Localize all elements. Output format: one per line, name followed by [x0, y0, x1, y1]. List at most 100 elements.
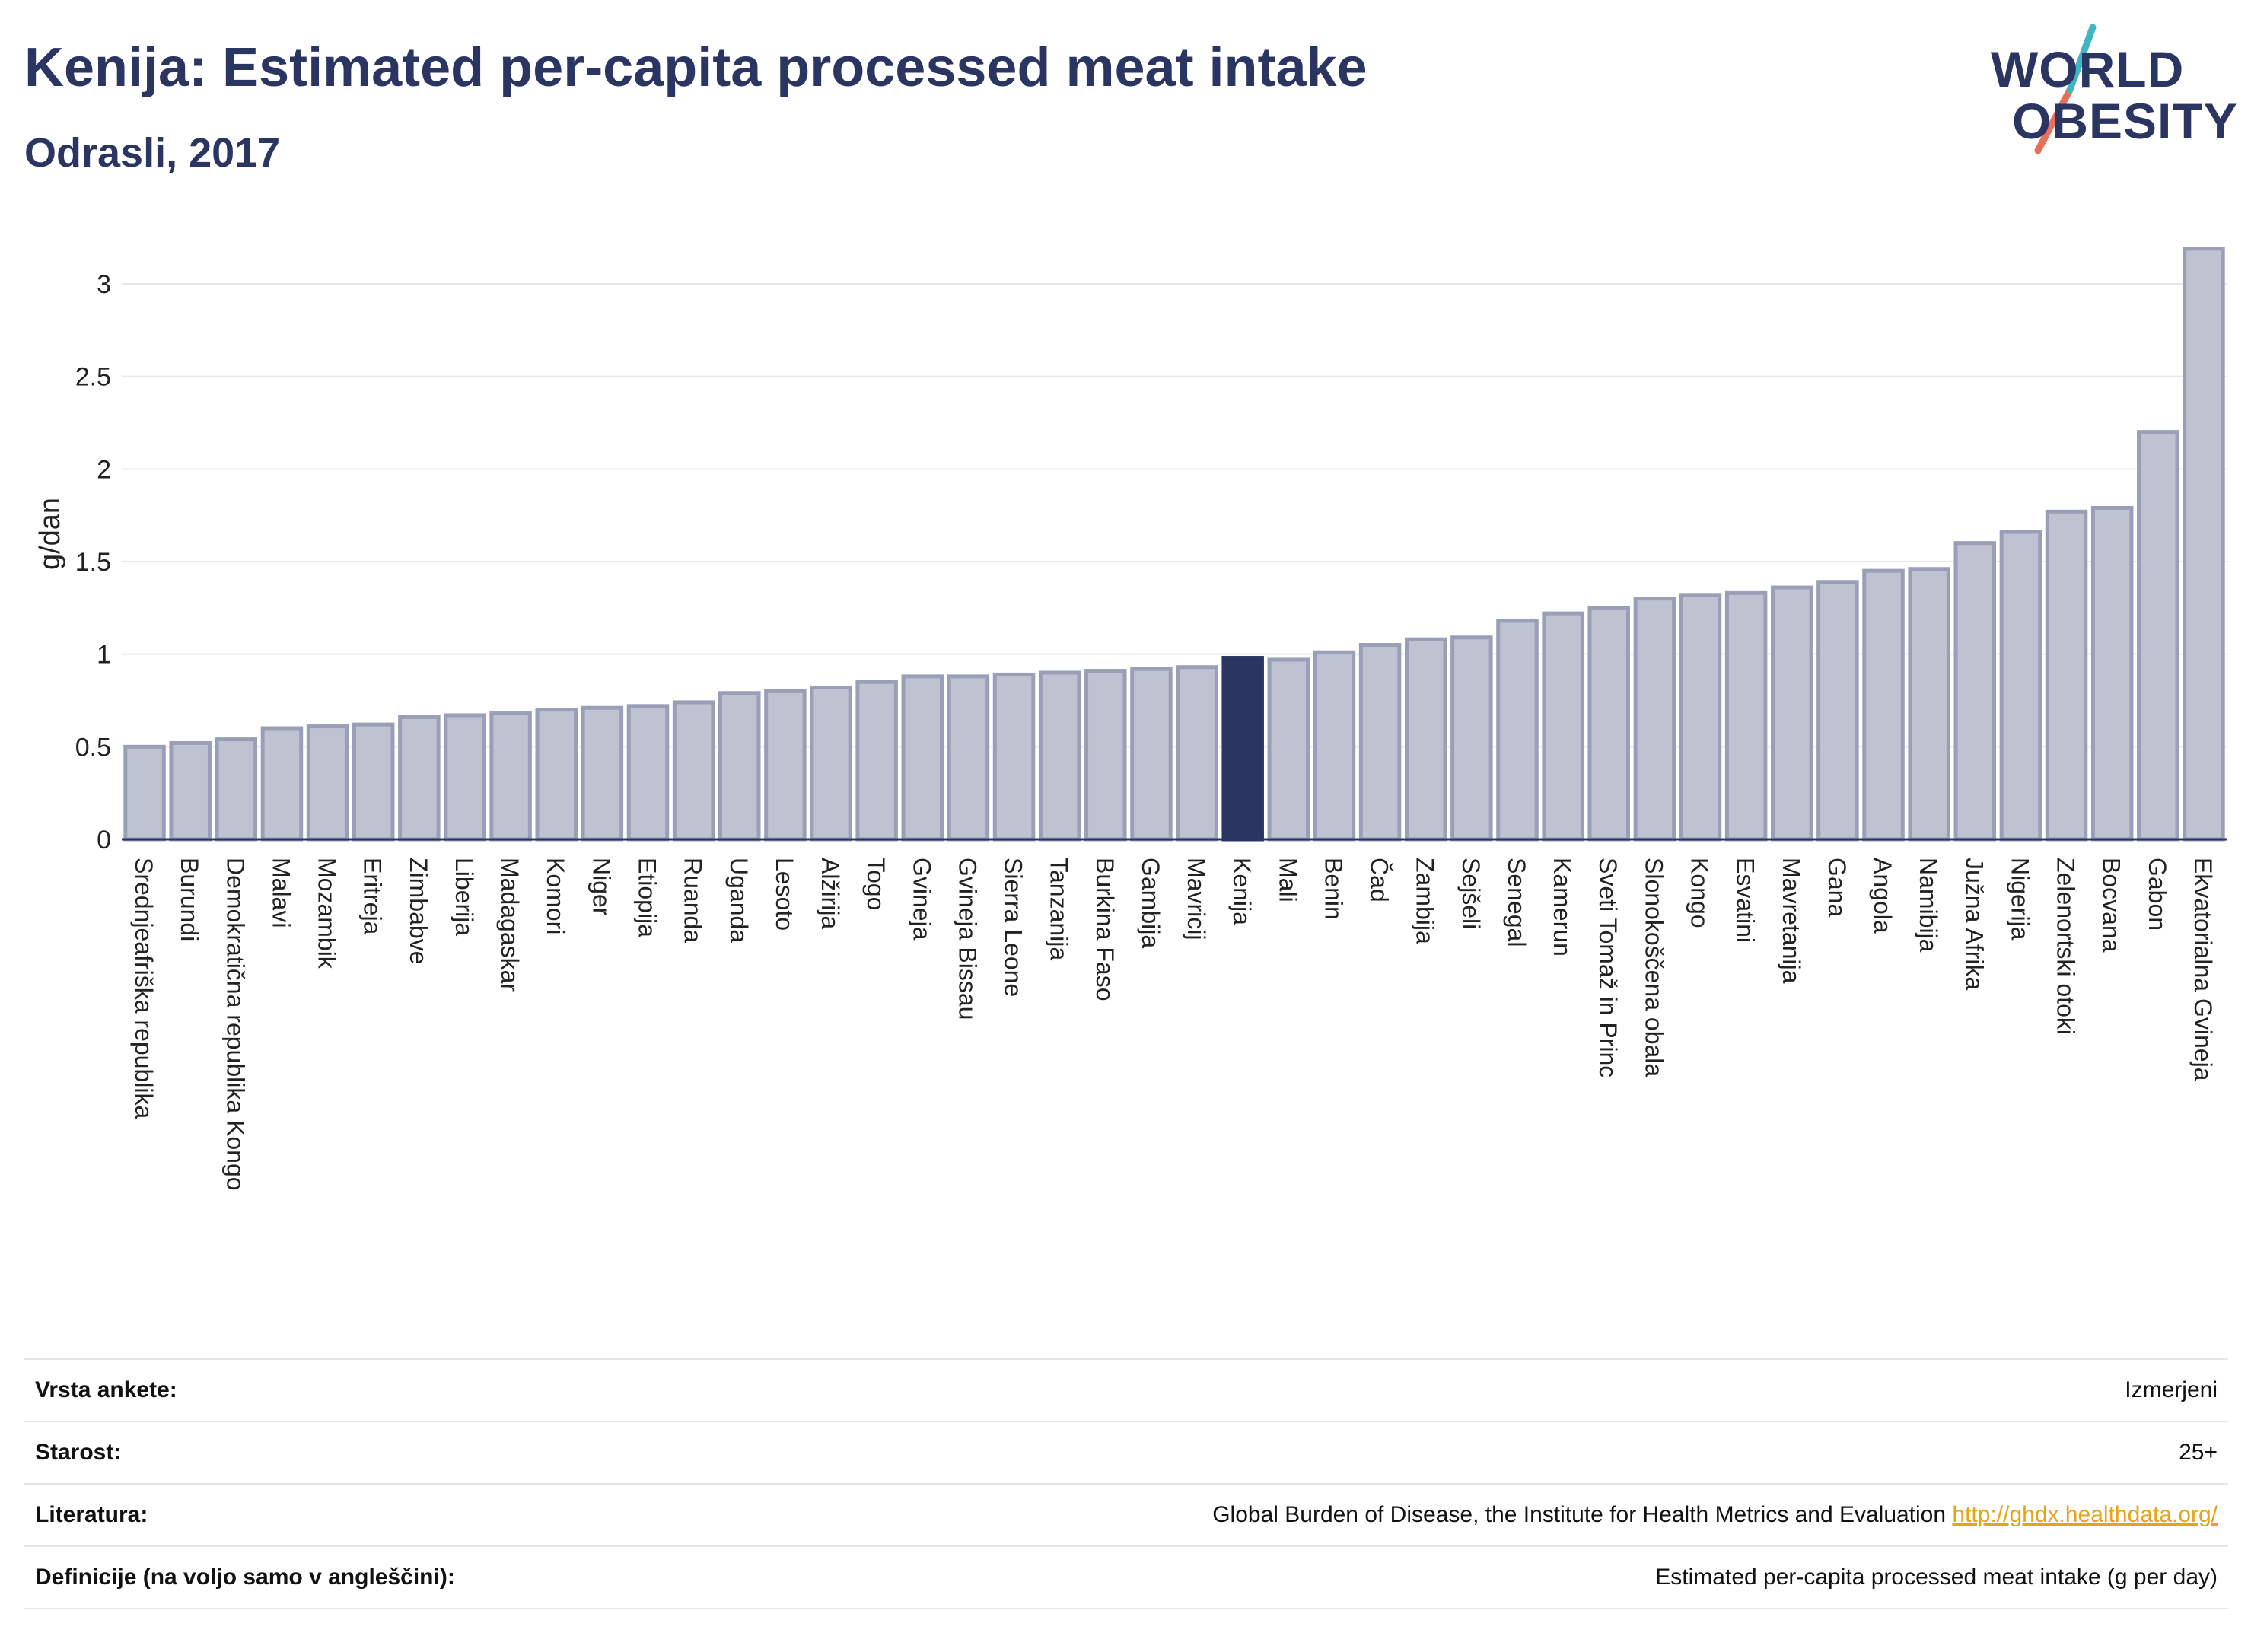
- x-category-label: Eritreja: [359, 858, 387, 935]
- bar: [1633, 597, 1676, 842]
- bar: [169, 740, 212, 842]
- metadata-table: Vrsta ankete: Izmerjeni Starost: 25+ Lit…: [24, 1358, 2228, 1609]
- x-category-label: Benin: [1320, 858, 1347, 920]
- bar: [352, 722, 395, 842]
- bar: [1999, 530, 2042, 842]
- x-category-label: Ruanda: [680, 858, 707, 943]
- x-category-label: Mozambik: [314, 858, 341, 969]
- x-category-label: Zambija: [1412, 858, 1439, 944]
- x-category-label: Bocvana: [2098, 858, 2125, 953]
- x-category-label: Madagaskar: [496, 858, 524, 992]
- bar: [855, 680, 898, 842]
- x-category-label: Sveti Tomaž in Princ: [1594, 858, 1622, 1077]
- bar: [2183, 247, 2225, 842]
- x-category-label: Burundi: [176, 858, 203, 941]
- x-category-label: Mavretanija: [1778, 858, 1805, 984]
- bar: [1496, 619, 1539, 842]
- x-category-label: Burkina Faso: [1091, 858, 1119, 1001]
- x-category-label: Liberija: [451, 858, 478, 936]
- bar: [1862, 568, 1905, 842]
- page-title: Kenija: Estimated per-capita processed m…: [24, 37, 1367, 98]
- bar: [1404, 637, 1447, 842]
- y-tick-label: 2: [97, 455, 111, 484]
- y-axis-title: g/dan: [34, 498, 66, 570]
- x-category-label: Gambija: [1137, 858, 1164, 948]
- bar: [1587, 606, 1630, 842]
- bar: [444, 713, 486, 842]
- x-category-label: Čad: [1366, 858, 1393, 902]
- meta-key: Starost:: [24, 1421, 687, 1485]
- x-category-label: Kamerun: [1549, 858, 1576, 957]
- bar: [1816, 580, 1859, 842]
- bar: [1450, 635, 1493, 842]
- x-category-label: Angola: [1869, 858, 1896, 934]
- x-category-label: Uganda: [725, 858, 753, 943]
- x-category-label: Niger: [587, 858, 615, 916]
- bar: [1084, 669, 1127, 842]
- bar: [901, 674, 944, 842]
- bar: [1130, 667, 1173, 842]
- bar: [581, 705, 624, 842]
- bar: [626, 704, 670, 842]
- bar: [535, 708, 578, 842]
- page-subtitle: Odrasli, 2017: [24, 130, 281, 176]
- bar: [2045, 509, 2088, 842]
- meta-key: Vrsta ankete:: [24, 1358, 687, 1422]
- y-tick-label: 1: [97, 641, 111, 670]
- x-category-label: Etiopija: [634, 858, 661, 937]
- x-category-label: Gabon: [2144, 858, 2171, 931]
- x-category-label: Esvatini: [1732, 858, 1759, 943]
- bar: [764, 689, 807, 842]
- x-category-label: Togo: [862, 858, 890, 910]
- bar: [1679, 593, 1722, 842]
- x-category-label: Južna Afrika: [1960, 858, 1988, 991]
- bar: [672, 700, 715, 842]
- bar: [1038, 670, 1081, 842]
- bar: [260, 726, 304, 842]
- bar: [1267, 657, 1310, 842]
- source-text: Global Burden of Disease, the Institute …: [1212, 1502, 1947, 1527]
- x-category-label: Kongo: [1686, 858, 1714, 928]
- x-category-label: Gvineja: [908, 858, 935, 941]
- x-category-label: Alžirija: [817, 858, 844, 929]
- x-category-label: Sejšeli: [1457, 858, 1485, 929]
- bar: [1313, 650, 1356, 842]
- x-category-label: Srednjeafriška republika: [130, 858, 158, 1119]
- bar: [1542, 611, 1584, 842]
- logo-line-1: WORLD: [1991, 41, 2185, 97]
- bar: [489, 711, 532, 842]
- bar: [215, 737, 258, 842]
- meta-row-age: Starost: 25+: [24, 1421, 2228, 1485]
- bar: [398, 715, 441, 842]
- y-tick-label: 0.5: [75, 733, 111, 762]
- x-category-label: Demokratična republika Kongo: [221, 858, 249, 1191]
- bar: [2137, 430, 2179, 842]
- x-category-label: Zelenortski otoki: [2052, 858, 2080, 1035]
- x-category-label: Mavricij: [1183, 858, 1210, 940]
- x-category-label: Zimbabve: [405, 858, 432, 965]
- meta-row-source: Literatura: Global Burden of Disease, th…: [24, 1483, 2228, 1547]
- x-category-label: Tanzanija: [1046, 858, 1073, 960]
- x-category-label: Ekvatorialna Gvineja: [2189, 858, 2217, 1081]
- meta-row-definition: Definicije (na voljo samo v angleščini):…: [24, 1545, 2228, 1609]
- x-category-label: Sierra Leone: [1000, 858, 1027, 997]
- bar: [2090, 505, 2134, 842]
- world-obesity-logo: WORLD OBESITY: [1979, 23, 2237, 167]
- meta-key: Definicije (na voljo samo v angleščini):: [24, 1545, 687, 1609]
- bar-chart: 0 0.5 1 1.5 2 2.5 3 g/dan Srednjeafriška republi…: [34, 247, 2227, 1191]
- bar-highlight: [1221, 656, 1264, 842]
- y-tick-label: 3: [97, 270, 111, 299]
- x-category-label: Gvineja Bissau: [954, 858, 981, 1020]
- bar: [810, 685, 852, 842]
- source-link[interactable]: http://ghdx.healthdata.org/: [1952, 1502, 2218, 1527]
- bar: [1176, 665, 1218, 842]
- meta-row-survey-type: Vrsta ankete: Izmerjeni: [24, 1358, 2228, 1422]
- x-category-label: Kenija: [1228, 858, 1256, 925]
- x-category-label: Slonokoščena obala: [1640, 858, 1667, 1077]
- x-category-label: Lesoto: [771, 858, 798, 931]
- logo-line-2: OBESITY: [2012, 93, 2238, 149]
- bar: [1908, 567, 1950, 842]
- y-tick-label: 0: [97, 826, 111, 855]
- bar: [1358, 643, 1402, 842]
- bar: [123, 744, 166, 842]
